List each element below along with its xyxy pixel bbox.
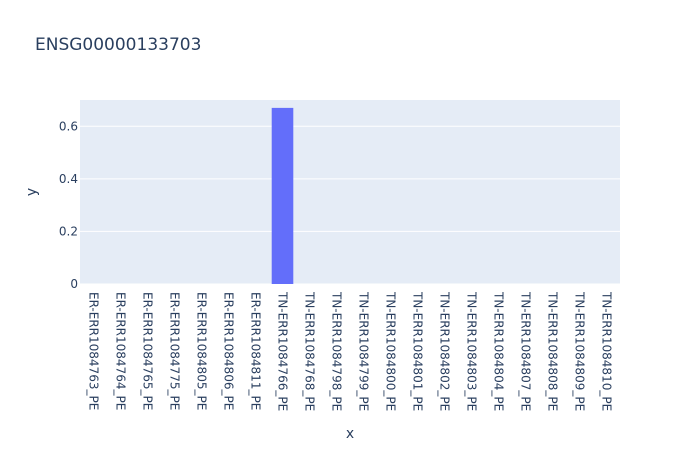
x-axis-title: x [346,426,354,442]
x-tick-label: TN-ERR1084807_PE [519,291,533,411]
gridlines [80,125,620,285]
x-tick-label: ER-ERR1084763_PE [87,292,101,410]
y-axis-title: y [24,188,40,196]
y-tick-label: 0.2 [59,224,78,238]
y-tick-label: 0.6 [59,119,78,133]
x-tick-label: ER-ERR1084811_PE [249,292,263,410]
x-tick-label: TN-ERR1084810_PE [600,291,614,411]
y-tick-label: 0 [70,277,78,291]
x-tick-label: TN-ERR1084800_PE [384,291,398,411]
bar [271,107,294,284]
x-tick-label: TN-ERR1084768_PE [303,291,317,411]
x-tick-label: TN-ERR1084809_PE [573,291,587,411]
x-tick-label: TN-ERR1084799_PE [357,291,371,411]
x-tick-label: TN-ERR1084766_PE [276,291,290,411]
y-tick-label: 0.4 [59,172,78,186]
y-axis-ticks: 0 0.2 0.4 0.6 [59,119,78,291]
x-tick-label: TN-ERR1084798_PE [330,291,344,411]
x-tick-label: ER-ERR1084764_PE [114,292,128,410]
x-tick-label: ER-ERR1084805_PE [195,292,209,410]
x-tick-label: TN-ERR1084801_PE [411,291,425,411]
plot-area [80,100,620,284]
x-tick-label: ER-ERR1084775_PE [168,292,182,410]
x-axis-ticks: ER-ERR1084763_PE ER-ERR1084764_PE ER-ERR10… [87,291,614,411]
x-tick-label: ER-ERR1084765_PE [141,292,155,410]
x-tick-label: TN-ERR1084804_PE [492,291,506,411]
chart-title: ENSG00000133703 [35,35,201,55]
x-tick-label: TN-ERR1084803_PE [465,291,479,411]
x-tick-label: ER-ERR1084806_PE [222,292,236,410]
x-tick-label: TN-ERR1084808_PE [546,291,560,411]
bars [271,107,294,284]
x-tick-label: TN-ERR1084802_PE [438,291,452,411]
